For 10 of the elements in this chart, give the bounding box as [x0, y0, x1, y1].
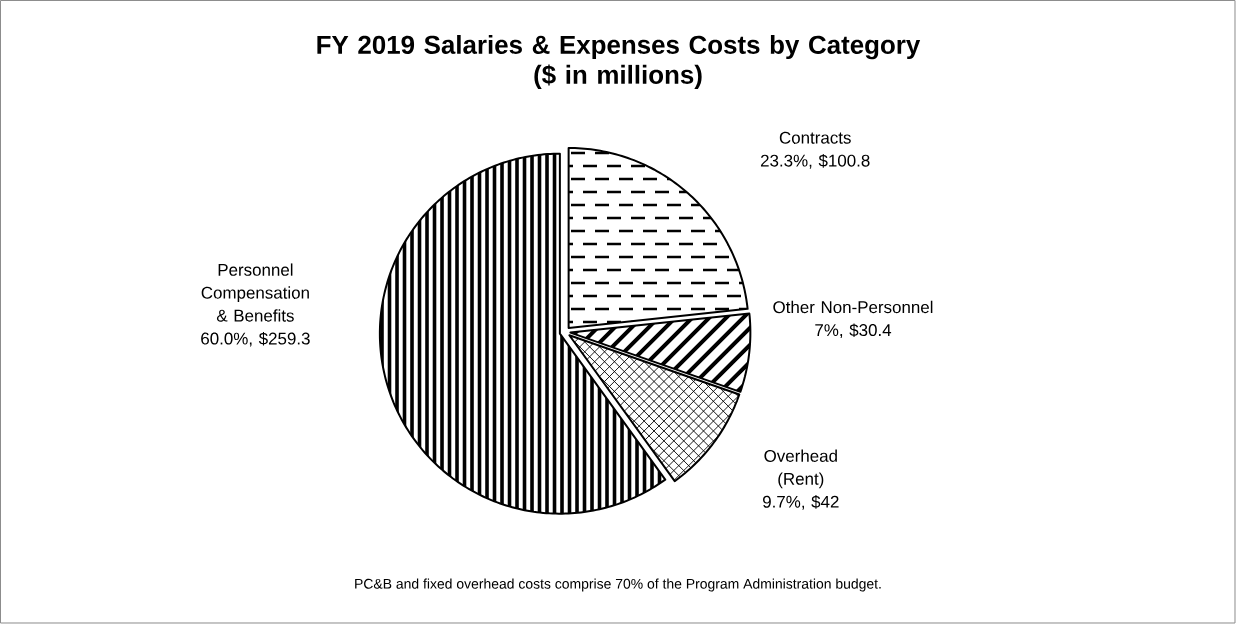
text: PC&B and fixed overhead costs comprise 70% of the Program Administration budget.: [355, 578, 881, 592]
data-label: 7%, $30.4: [815, 323, 892, 339]
data-label: 9.7%, $42: [763, 495, 839, 510]
slice-label: Contracts: [779, 131, 851, 144]
data-label: 60.0%, $259.3: [201, 331, 310, 347]
slice-label: Other Non-Personnel: [773, 300, 933, 314]
slice-label: Personnel Compensation & Benefits: [201, 263, 309, 322]
data-label: 23.3%, $100.8: [760, 153, 870, 169]
chart-title: FY 2019 Salaries & Expenses Costs by Category ($ in millions): [317, 34, 921, 90]
slice-label: Overhead (Rent): [764, 449, 837, 489]
